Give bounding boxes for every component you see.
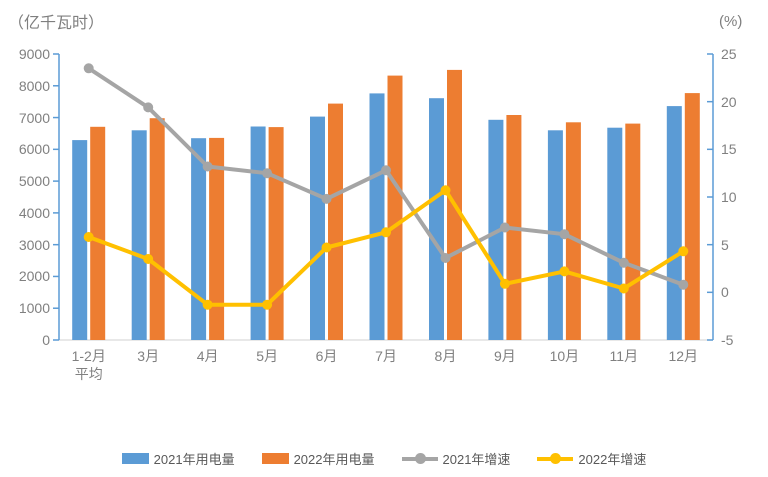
legend-swatch-2022-line-icon [537,453,574,464]
marker-2021年增速-1-2月 [83,63,94,74]
line-2021年增速 [87,66,684,287]
marker-2022年增速-4月 [202,299,213,310]
bar-2021年用电量-1-2月 [72,140,88,340]
marker-2022年增速-11月 [618,283,629,294]
marker-2022年增速-9月 [499,278,510,289]
bar-2021年用电量-6月 [310,116,325,340]
bar-2022年用电量-5月 [268,127,284,340]
marker-2022年增速-3月 [143,254,154,264]
legend-item-2021-consumption: 2021年用电量 [121,449,235,468]
bar-2021年用电量-5月 [250,126,266,340]
bar-2022年用电量-7月 [387,75,403,340]
legend-swatch-2021-bar-icon [121,453,149,464]
bar-2022年用电量-12月 [684,93,700,340]
x-label-9月: 9月 [494,348,516,364]
x-label-8月: 8月 [434,348,457,364]
right-axis-title: (%) [719,13,743,30]
left-axis-label-2000: 2000 [18,268,50,285]
bar-2022年用电量-10月 [565,122,581,340]
marker-2021年增速-10月 [559,229,570,240]
left-axis-label-8000: 8000 [18,77,50,94]
bar-2021年用电量-4月 [191,138,207,340]
x-label-10月: 10月 [549,348,580,364]
marker-2021年增速-12月 [678,279,689,290]
legend-item-2022-growth: 2022年增速 [537,449,646,468]
marker-2022年增速-5月 [262,299,273,310]
marker-2022年增速-10月 [559,266,570,277]
bar-2022年用电量-4月 [209,137,225,340]
x-label-6月: 6月 [315,348,338,364]
bar-2022年用电量-1-2月 [90,126,106,340]
left-axis-title: （亿千瓦时） [8,15,105,32]
marker-2021年增速-3月 [143,102,154,113]
right-axis-label-15: 15 [721,141,737,158]
chart-plot-svg [53,53,714,341]
bar-2022年用电量-3月 [149,118,165,340]
legend-dot-2022-icon [550,453,562,464]
right-axis-label-25: 25 [721,46,737,62]
marker-2021年增速-5月 [262,168,273,179]
bar-2021年用电量-7月 [369,93,385,341]
legend-label-2022-consumption: 2022年用电量 [293,452,375,467]
right-axis-label--5: -5 [721,332,734,348]
legend-label-2022-growth: 2022年增速 [578,452,647,467]
marker-2022年增速-7月 [381,227,391,238]
left-axis-label-0: 0 [42,332,50,348]
legend-swatch-2022-bar-icon [261,453,289,464]
x-label-12月: 12月 [668,348,699,364]
legend-item-2021-growth: 2021年增速 [401,449,511,468]
marker-2022年增速-1-2月 [83,232,94,242]
right-axis-label-20: 20 [721,93,737,110]
marker-2021年增速-6月 [321,193,332,204]
marker-2021年增速-11月 [618,257,629,268]
x-label-4月: 4月 [196,348,219,364]
marker-2022年增速-8月 [440,185,451,196]
legend-dot-2021-icon [414,453,426,464]
marker-2021年增速-8月 [440,253,451,263]
left-axis-label-4000: 4000 [18,204,50,221]
legend-swatch-2021-line-icon [401,453,438,464]
bar-2021年用电量-3月 [131,130,147,340]
left-axis-label-9000: 9000 [18,46,50,62]
legend-label-2021-growth: 2021年增速 [442,452,511,467]
right-axis-label-0: 0 [721,284,729,301]
right-axis-label-10: 10 [721,189,737,205]
bar-2021年用电量-12月 [666,106,682,340]
marker-2021年增速-9月 [499,222,510,233]
left-axis-label-7000: 7000 [18,109,50,126]
x-label-7月: 7月 [375,348,397,364]
marker-2021年增速-4月 [202,161,213,172]
plot-area [53,53,714,341]
left-axis-label-1000: 1000 [18,300,50,317]
x-label-5月: 5月 [256,348,278,364]
marker-2022年增速-6月 [321,242,332,253]
bar-2021年用电量-11月 [607,127,623,340]
bar-2021年用电量-8月 [429,98,444,340]
left-axis-label-5000: 5000 [18,173,50,190]
legend: 2021年用电量 2022年用电量 2021年增速 2022年增速 [0,449,768,468]
left-axis-label-6000: 6000 [18,141,50,158]
bar-2022年用电量-11月 [625,123,641,340]
bar-2022年用电量-6月 [328,103,343,340]
x-label-11月: 11月 [609,348,639,364]
x-label-1-2月: 1-2月 平均 [71,348,106,382]
right-axis-label-5: 5 [721,236,729,253]
legend-label-2021-consumption: 2021年用电量 [153,452,235,467]
x-label-3月: 3月 [137,348,160,364]
left-axis-label-3000: 3000 [18,236,50,253]
marker-2022年增速-12月 [678,246,689,257]
legend-item-2022-consumption: 2022年用电量 [261,449,375,468]
marker-2021年增速-7月 [381,165,391,176]
